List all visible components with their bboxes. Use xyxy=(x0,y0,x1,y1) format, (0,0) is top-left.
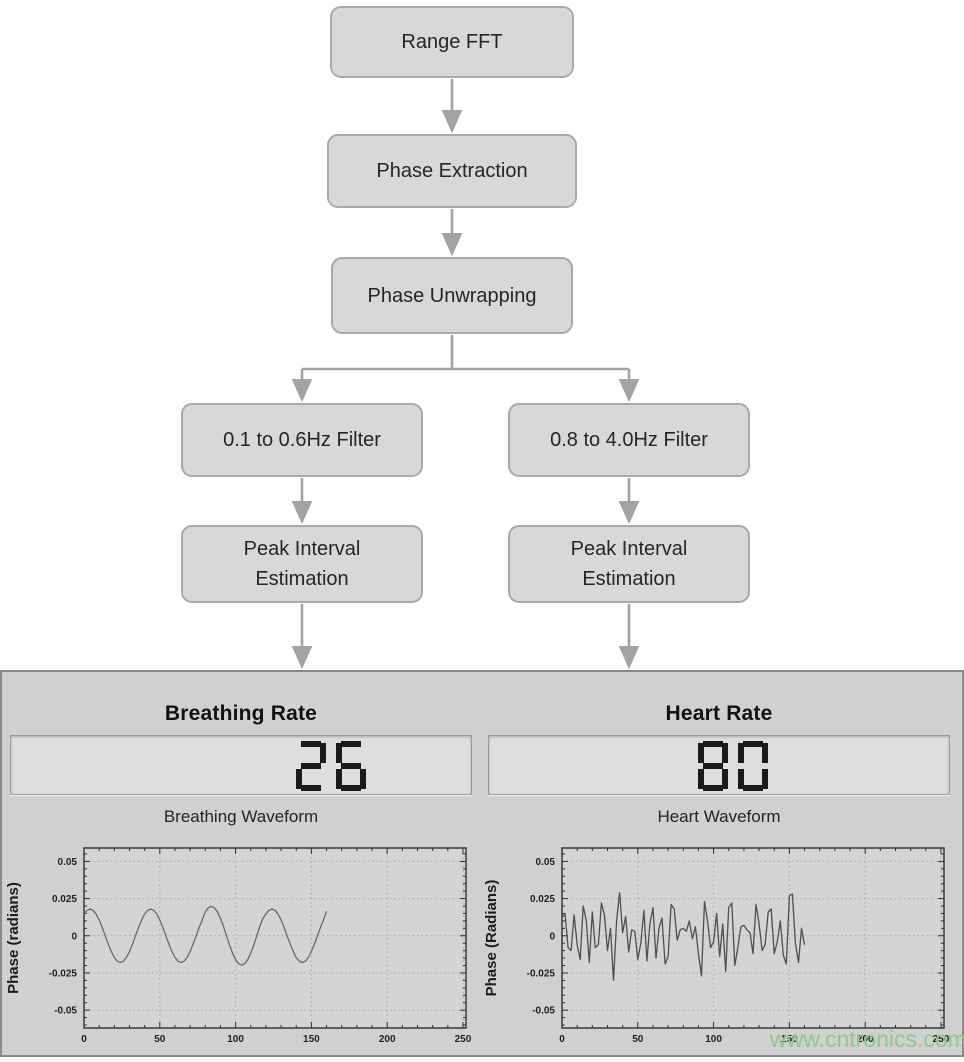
svg-text:-0.05: -0.05 xyxy=(532,1006,555,1017)
svg-text:250: 250 xyxy=(455,1034,472,1045)
branch-line xyxy=(302,335,454,371)
svg-text:Phase (radians): Phase (radians) xyxy=(5,882,22,994)
svg-text:150: 150 xyxy=(303,1034,320,1045)
svg-text:0.05: 0.05 xyxy=(536,857,556,868)
flow-node-label: Range FFT xyxy=(401,31,503,53)
flow-node-label: Peak Interval Estimation xyxy=(570,538,688,590)
flow-node-label: Phase Unwrapping xyxy=(367,284,537,307)
svg-text:100: 100 xyxy=(227,1034,244,1045)
svg-text:50: 50 xyxy=(632,1034,644,1045)
breathing-rate-title: Breathing Rate xyxy=(164,702,318,725)
flow-node-breath-peak-estimation: Peak Interval Estimation xyxy=(181,525,423,603)
flow-node-heart-filter: 0.8 to 4.0Hz Filter xyxy=(508,403,750,477)
flow-node-breath-filter: 0.1 to 0.6Hz Filter xyxy=(181,403,423,477)
breathing-section: Breathing Rate Breathing Waveform 0 50 100… xyxy=(2,672,480,1055)
svg-text:100: 100 xyxy=(705,1034,722,1045)
svg-text:200: 200 xyxy=(857,1034,874,1045)
heart-waveform-title: Heart Waveform xyxy=(657,807,781,826)
svg-text:200: 200 xyxy=(379,1034,396,1045)
breathing-waveform-chart: 0 50 100 150 200 250 0.05 0.025 0 -0.025 -0.05 Phas… xyxy=(5,847,472,1045)
flow-node-label: Peak Interval Estimation xyxy=(243,538,361,590)
svg-text:-0.025: -0.025 xyxy=(527,968,556,979)
flow-node-heart-peak-estimation: Peak Interval Estimation xyxy=(508,525,750,603)
flow-node-label: 0.8 to 4.0Hz Filter xyxy=(550,429,708,451)
flow-node-phase-extraction: Phase Extraction xyxy=(327,134,577,208)
svg-text:0: 0 xyxy=(81,1034,87,1045)
breathing-rate-value xyxy=(295,741,366,796)
heart-section: Heart Rate Heart Waveform 0 50 100 150 200 25… xyxy=(480,672,958,1055)
svg-text:0: 0 xyxy=(549,931,555,942)
svg-text:-0.025: -0.025 xyxy=(49,968,78,979)
svg-text:150: 150 xyxy=(781,1034,798,1045)
svg-text:250: 250 xyxy=(933,1034,950,1045)
vital-signs-panel: Breathing Rate Breathing Waveform 0 50 100… xyxy=(0,670,964,1057)
heart-rate-display xyxy=(488,735,950,795)
svg-text:-0.05: -0.05 xyxy=(54,1006,77,1017)
svg-text:0: 0 xyxy=(71,931,77,942)
svg-text:0.025: 0.025 xyxy=(530,894,555,905)
heart-rate-title: Heart Rate xyxy=(665,702,773,725)
heart-waveform-chart: 0 50 100 150 200 250 0.05 0.025 0 -0.025 -0.05 Phas… xyxy=(483,847,950,1045)
flow-node-phase-unwrapping: Phase Unwrapping xyxy=(331,257,573,334)
breathing-waveform-title: Breathing Waveform xyxy=(163,807,319,826)
flowchart-arrows xyxy=(291,79,640,670)
flow-node-label: 0.1 to 0.6Hz Filter xyxy=(223,429,381,451)
svg-text:0.05: 0.05 xyxy=(58,857,78,868)
flow-node-label: Phase Extraction xyxy=(376,160,528,182)
svg-text:50: 50 xyxy=(154,1034,166,1045)
svg-text:0: 0 xyxy=(559,1034,565,1045)
breathing-rate-display xyxy=(10,735,472,795)
heart-rate-value xyxy=(697,741,768,796)
watermark-text: www.cntronics.com xyxy=(770,1026,964,1052)
svg-text:0.025: 0.025 xyxy=(52,894,77,905)
svg-text:Phase (Radians): Phase (Radians) xyxy=(483,880,500,997)
flow-node-range-fft: Range FFT xyxy=(330,6,574,78)
